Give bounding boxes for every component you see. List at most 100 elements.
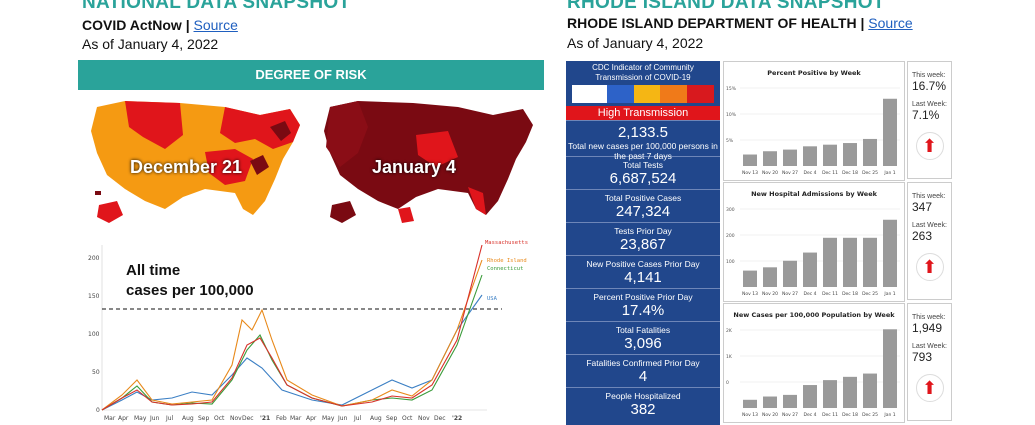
y-tick-200: 200 xyxy=(88,255,100,262)
map2-label: January 4 xyxy=(372,157,457,177)
week-label: Nov 13 xyxy=(742,412,758,418)
svg-text:Jun: Jun xyxy=(337,415,348,422)
weekly-bar xyxy=(823,380,837,408)
weekly-bar-chart: New Cases per 100,000 Population by Week… xyxy=(723,303,905,423)
svg-text:Mar: Mar xyxy=(104,415,116,422)
svg-text:Jul: Jul xyxy=(353,415,362,422)
weekly-bar xyxy=(783,260,797,287)
up-arrow-icon: ⬆ xyxy=(915,253,944,281)
this-week-value: 16.7% xyxy=(912,79,947,93)
svg-text:Apr: Apr xyxy=(306,415,317,422)
stats-list: 2,133.5 Total new cases per 100,000 perso… xyxy=(566,120,720,420)
weekly-bar xyxy=(823,237,837,287)
weekly-bar xyxy=(883,219,897,287)
weekly-bar xyxy=(803,252,817,287)
national-source-link[interactable]: Source xyxy=(193,17,238,33)
weekly-bar xyxy=(763,396,777,408)
weekly-bar xyxy=(863,237,877,287)
stat-item: 2,133.5 Total new cases per 100,000 perso… xyxy=(566,120,720,161)
series-massachusetts xyxy=(101,244,483,411)
svg-text:'22: '22 xyxy=(452,415,462,422)
week-label: Dec 18 xyxy=(842,170,858,176)
y-tick-label: 100 xyxy=(726,259,735,265)
this-week-value: 347 xyxy=(912,200,933,214)
stat-label: Tests Prior Day xyxy=(614,226,672,236)
stat-label: Total Tests xyxy=(622,160,663,170)
week-label: Dec 25 xyxy=(862,291,878,297)
stat-label: Total new cases per 100,000 persons in t… xyxy=(568,141,718,161)
stat-item: Total Fatalities 3,096 xyxy=(566,321,720,354)
stat-value: 4,141 xyxy=(624,269,662,286)
svg-text:Nov: Nov xyxy=(230,415,242,422)
stat-value: 4 xyxy=(638,368,648,385)
last-week-value: 263 xyxy=(912,229,933,243)
stat-value: 382 xyxy=(630,401,656,418)
y-tick-150: 150 xyxy=(88,293,100,300)
legend-rhode-island: Rhode Island xyxy=(487,258,527,264)
stat-item: People Hospitalized 382 xyxy=(566,387,720,420)
ri-source-link[interactable]: Source xyxy=(868,15,913,31)
week-label: Nov 27 xyxy=(782,291,798,297)
y-tick-100: 100 xyxy=(88,331,100,338)
last-week-value: 793 xyxy=(912,350,933,364)
y-tick-label: 300 xyxy=(726,207,735,213)
weekly-bar xyxy=(763,151,777,166)
national-source: COVID ActNow | Source xyxy=(82,17,238,33)
stat-value: 23,867 xyxy=(620,236,666,253)
ri-as-of: As of January 4, 2022 xyxy=(567,35,704,51)
weekly-comparison-box: This week: 1,949 Last Week: 793 ⬆ xyxy=(907,303,952,421)
week-label: Nov 20 xyxy=(762,291,778,297)
transmission-level: High Transmission xyxy=(566,106,720,120)
chart-caption-line2: cases per 100,000 xyxy=(126,282,254,299)
svg-text:Mar: Mar xyxy=(290,415,302,422)
ri-source: RHODE ISLAND DEPARTMENT OF HEALTH | Sour… xyxy=(567,15,913,31)
svg-text:Sep: Sep xyxy=(198,415,210,422)
svg-text:Nov: Nov xyxy=(418,415,430,422)
stat-value: 3,096 xyxy=(624,335,662,352)
stat-item: Fatalities Confirmed Prior Day 4 xyxy=(566,354,720,387)
map-january-4 xyxy=(324,101,533,223)
weekly-comparison-box: This week: 347 Last Week: 263 ⬆ xyxy=(907,182,952,300)
y-tick-label: 200 xyxy=(726,233,735,239)
week-label: Jan 1 xyxy=(883,412,895,418)
stat-label: Fatalities Confirmed Prior Day xyxy=(586,358,700,368)
chart-caption-line1: All time xyxy=(126,262,181,279)
svg-text:May: May xyxy=(134,415,147,422)
this-week-label: This week: xyxy=(912,314,946,321)
weekly-bar xyxy=(883,98,897,166)
stat-item: Percent Positive Prior Day 17.4% xyxy=(566,288,720,321)
cdc-indicator-title: CDC Indicator of Community Transmission … xyxy=(592,63,694,82)
series-usa xyxy=(101,294,483,411)
this-week-label: This week: xyxy=(912,193,946,200)
ri-stats-panel: CDC Indicator of Community Transmission … xyxy=(566,61,720,425)
stat-label: Percent Positive Prior Day xyxy=(593,292,693,302)
weekly-chart-title: New Hospital Admissions by Week xyxy=(751,190,878,198)
week-label: Dec 11 xyxy=(822,170,838,176)
svg-text:Jun: Jun xyxy=(149,415,160,422)
y-tick-label: 15% xyxy=(726,86,737,92)
week-label: Dec 18 xyxy=(842,412,858,418)
week-label: Nov 13 xyxy=(742,170,758,176)
week-label: Dec 11 xyxy=(822,412,838,418)
y-tick-label: 10% xyxy=(726,112,737,118)
stat-label: Total Fatalities xyxy=(615,325,671,335)
svg-text:Jul: Jul xyxy=(165,415,174,422)
stat-value: 17.4% xyxy=(621,302,665,319)
up-arrow-icon: ⬆ xyxy=(915,132,944,160)
last-week-label: Last Week: xyxy=(912,343,947,350)
weekly-bar xyxy=(763,267,777,287)
svg-text:Aug: Aug xyxy=(182,415,194,422)
week-label: Nov 13 xyxy=(742,291,758,297)
chart-legend: Massachusetts Rhode Island Connecticut U… xyxy=(485,240,528,302)
weekly-bar xyxy=(843,237,857,287)
legend-connecticut: Connecticut xyxy=(487,266,523,272)
week-label: Dec 18 xyxy=(842,291,858,297)
weekly-bar xyxy=(823,144,837,166)
week-label: Jan 1 xyxy=(883,170,895,176)
week-label: Dec 11 xyxy=(822,291,838,297)
weekly-bar xyxy=(743,270,757,287)
week-label: Dec 4 xyxy=(803,291,816,297)
weekly-bar-chart: Percent Positive by Week 15% 10% 5% Nov 13 No… xyxy=(723,61,905,181)
this-week-value: 1,949 xyxy=(912,321,943,335)
stat-label: Total Positive Cases xyxy=(604,193,682,203)
